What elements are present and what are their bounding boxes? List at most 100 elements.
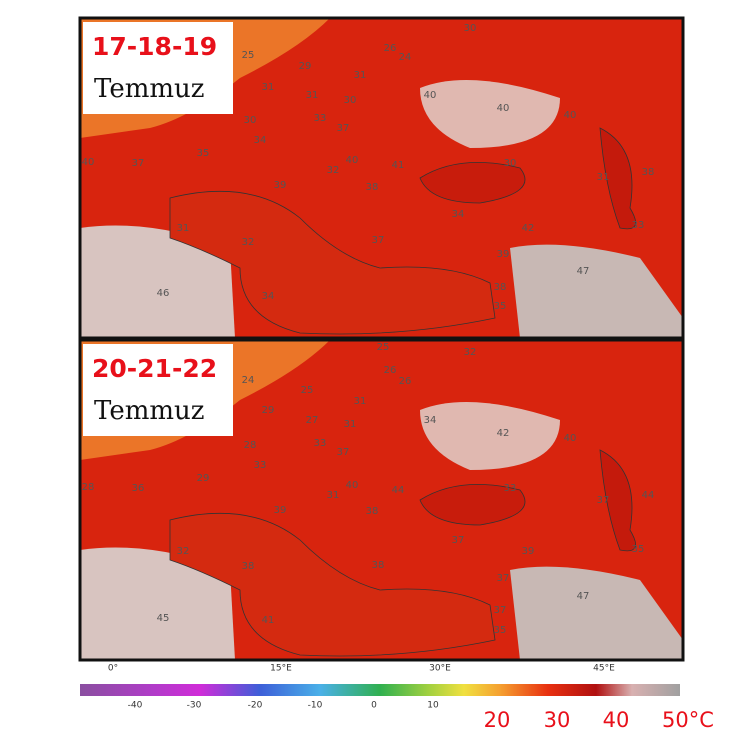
temperature-label: 37 <box>372 235 385 246</box>
longitude-label: 0° <box>108 664 118 674</box>
temperature-label: 41 <box>262 615 275 626</box>
temperature-label: 29 <box>299 61 312 72</box>
temperature-label: 31 <box>344 419 357 430</box>
colorbar-big-label: 40 <box>603 708 630 732</box>
temperature-label: 40 <box>497 103 510 114</box>
temperature-label: 44 <box>642 490 655 501</box>
temperature-label: 34 <box>262 291 275 302</box>
temperature-label: 42 <box>522 223 535 234</box>
temperature-label: 24 <box>399 52 412 63</box>
temperature-label: 25 <box>377 342 390 353</box>
temperature-label: 40 <box>346 480 359 491</box>
temperature-label: 35 <box>494 301 507 312</box>
longitude-label: 15°E <box>270 664 292 674</box>
temperature-label: 33 <box>254 460 267 471</box>
temperature-label: 30 <box>344 95 357 106</box>
longitude-label: 45°E <box>593 664 615 674</box>
temperature-label: 33 <box>314 438 327 449</box>
colorbar-tick-label: 0 <box>371 701 377 711</box>
temperature-label: 39 <box>274 180 287 191</box>
temperature-label: 46 <box>157 288 170 299</box>
temperature-label: 37 <box>597 495 610 506</box>
temperature-label: 34 <box>254 135 267 146</box>
date-box <box>83 344 233 436</box>
temperature-label: 38 <box>366 182 379 193</box>
temperature-label: 27 <box>306 415 319 426</box>
temperature-label: 32 <box>242 237 255 248</box>
temperature-label: 30 <box>464 23 477 34</box>
temperature-label: 37 <box>132 158 145 169</box>
colorbar-big-label: 30 <box>544 708 571 732</box>
temperature-label: 40 <box>346 155 359 166</box>
temperature-label: 41 <box>392 160 405 171</box>
longitude-label: 30°E <box>429 664 451 674</box>
temperature-label: 37 <box>337 447 350 458</box>
temperature-label: 30 <box>244 115 257 126</box>
temperature-label: 32 <box>177 546 190 557</box>
colorbar-big-label: 50°C <box>662 708 714 732</box>
colorbar <box>80 684 680 696</box>
temperature-label: 38 <box>242 561 255 572</box>
middle-east-area <box>510 566 683 660</box>
temperature-label: 29 <box>262 405 275 416</box>
temperature-label: 38 <box>494 282 507 293</box>
temperature-label: 32 <box>327 165 340 176</box>
colorbar-tick-label: -10 <box>308 701 323 711</box>
temperature-label: 44 <box>392 485 405 496</box>
temperature-label: 25 <box>301 385 314 396</box>
colorbar-gradient <box>80 684 680 696</box>
russia-area <box>420 402 560 470</box>
temperature-label: 31 <box>306 90 319 101</box>
temperature-label: 37 <box>452 535 465 546</box>
temperature-label: 37 <box>497 573 510 584</box>
month-label: Temmuz <box>94 396 204 426</box>
temperature-label: 35 <box>197 148 210 159</box>
temperature-label: 42 <box>497 428 510 439</box>
temperature-label: 38 <box>366 506 379 517</box>
temperature-label: 39 <box>522 546 535 557</box>
black-sea <box>419 161 526 204</box>
temperature-label: 32 <box>464 347 477 358</box>
temperature-label: 35 <box>632 544 645 555</box>
temperature-label: 28 <box>244 440 257 451</box>
temperature-label: 33 <box>314 113 327 124</box>
temperature-label: 31 <box>354 396 367 407</box>
temperature-label: 39 <box>497 249 510 260</box>
date-title: 17-18-19 <box>92 32 217 61</box>
date-box <box>83 22 233 114</box>
temperature-label: 35 <box>494 625 507 636</box>
temperature-label: 38 <box>642 167 655 178</box>
temperature-label: 34 <box>452 209 465 220</box>
temperature-label: 31 <box>597 172 610 183</box>
temperature-label: 26 <box>384 365 397 376</box>
month-label: Temmuz <box>94 74 204 104</box>
temperature-label: 31 <box>327 490 340 501</box>
black-sea <box>419 483 526 526</box>
colorbar-big-label: 20 <box>484 708 511 732</box>
temperature-label: 47 <box>577 591 590 602</box>
temperature-label: 28 <box>82 482 95 493</box>
temperature-label: 26 <box>399 376 412 387</box>
colorbar-tick-label: -30 <box>187 701 202 711</box>
temperature-label: 25 <box>242 50 255 61</box>
temperature-label: 39 <box>274 505 287 516</box>
temperature-label: 33 <box>632 220 645 231</box>
caspian-sea <box>599 127 637 230</box>
colorbar-tick-label: 10 <box>427 701 439 711</box>
date-title: 20-21-22 <box>92 354 217 383</box>
middle-east-area <box>510 244 683 338</box>
temperature-label: 26 <box>384 43 397 54</box>
temperature-label: 29 <box>197 473 210 484</box>
temperature-label: 38 <box>372 560 385 571</box>
mediterranean-sea <box>169 512 496 657</box>
mediterranean-sea <box>169 190 496 335</box>
sahara-area <box>80 225 235 338</box>
caspian-sea <box>599 449 637 552</box>
temperature-label: 40 <box>564 433 577 444</box>
temperature-label: 24 <box>242 375 255 386</box>
temperature-label: 36 <box>132 483 145 494</box>
temperature-label: 40 <box>564 110 577 121</box>
panel-frame <box>78 338 685 662</box>
